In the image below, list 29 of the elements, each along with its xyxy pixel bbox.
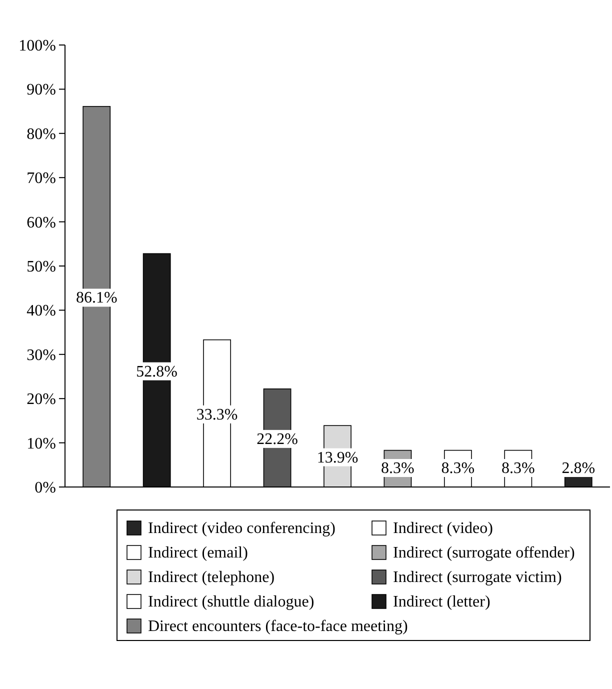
y-tick-label: 100% <box>18 38 56 54</box>
legend-label: Indirect (video) <box>393 520 493 537</box>
data-label: 8.3% <box>381 460 414 477</box>
y-tick-label: 90% <box>26 82 56 99</box>
y-tick-label: 50% <box>26 258 56 276</box>
y-tick-label: 60% <box>26 214 56 232</box>
y-tick-label: 70% <box>26 170 56 188</box>
data-label: 13.9% <box>316 449 358 466</box>
data-label: 2.8% <box>562 460 596 477</box>
legend-label: Indirect (email) <box>148 544 248 562</box>
y-tick-label: 30% <box>26 346 56 364</box>
legend-label: Indirect (surrogate victim) <box>393 569 562 586</box>
data-label: 33.3% <box>196 406 238 424</box>
legend-label: Indirect (video conferencing) <box>148 520 336 537</box>
legend-label: Direct encounters (face-to-face meeting) <box>148 618 408 635</box>
data-label: 22.2% <box>256 430 298 448</box>
legend-label: Indirect (letter) <box>393 594 490 610</box>
y-tick-label: 10% <box>26 435 56 452</box>
y-tick-label: 40% <box>26 302 56 320</box>
data-label: 8.3% <box>502 460 535 477</box>
data-label: 52.8% <box>136 363 178 380</box>
data-label: 86.1% <box>76 290 118 307</box>
y-tick-label: 80% <box>26 126 56 143</box>
y-tick-label: 20% <box>26 391 56 408</box>
legend-label: Indirect (surrogate offender) <box>393 544 575 562</box>
legend-label: Indirect (shuttle dialogue) <box>148 594 314 610</box>
legend-label: Indirect (telephone) <box>148 569 275 586</box>
y-tick-label: 0% <box>34 480 56 496</box>
data-label: 8.3% <box>441 460 475 477</box>
